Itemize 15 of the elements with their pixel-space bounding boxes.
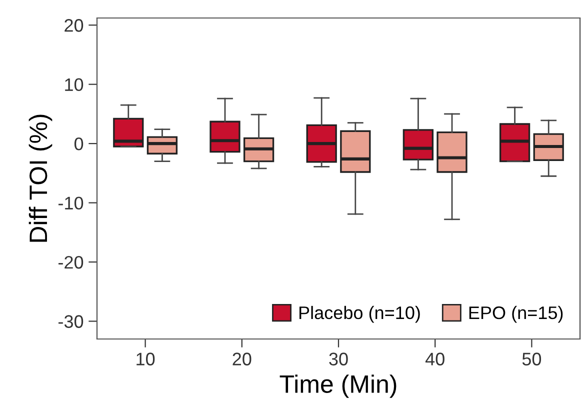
x-tick-label: 30 <box>329 352 348 366</box>
x-tick-label: 40 <box>425 352 444 366</box>
y-axis-title: Diff TOI (%) <box>28 114 52 242</box>
y-tick-label: -20 <box>58 256 84 269</box>
x-tick-label: 50 <box>522 352 542 366</box>
y-tick-label: -10 <box>58 196 84 210</box>
x-tick-label: 10 <box>136 352 155 366</box>
x-axis-title: Time (Min) <box>280 374 396 398</box>
legend-label: Placebo (n=10) <box>299 306 420 323</box>
y-tick-label: -30 <box>58 315 84 328</box>
y-tick-label: 10 <box>65 78 84 92</box>
y-tick-label: 0 <box>74 137 84 150</box>
x-tick-label: 20 <box>232 352 252 366</box>
y-tick-label: 20 <box>64 19 84 32</box>
legend-label: EPO (n=15) <box>469 306 563 323</box>
